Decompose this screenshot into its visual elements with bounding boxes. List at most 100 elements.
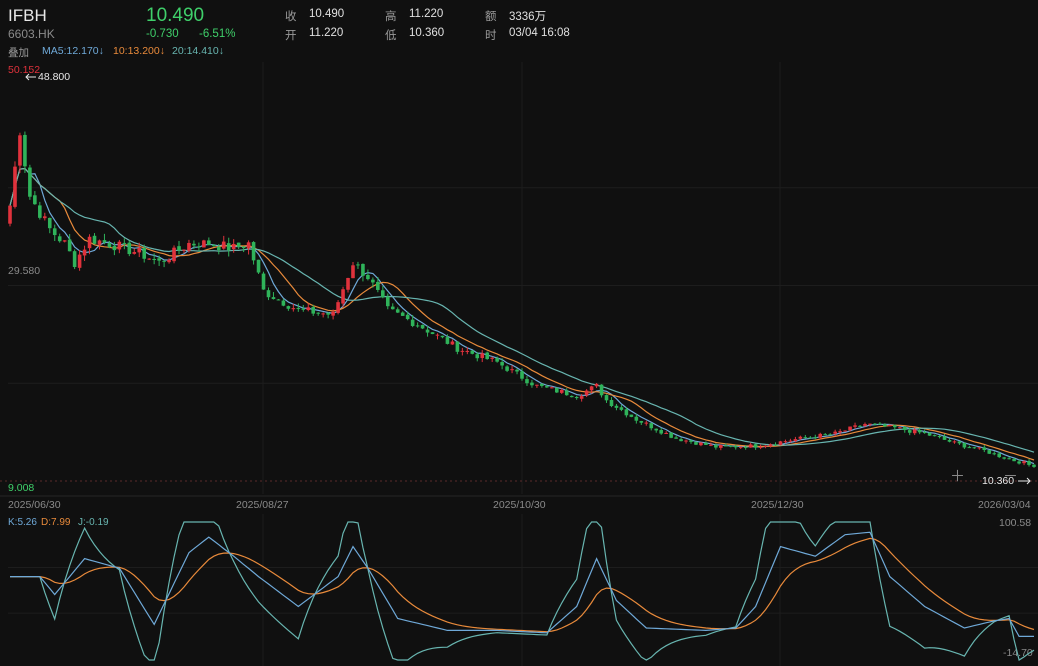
candle-body bbox=[430, 332, 435, 335]
candle-body bbox=[187, 242, 191, 251]
candle-body bbox=[719, 444, 723, 448]
candle-body bbox=[450, 341, 455, 345]
ma10-label[interactable]: 10:13.200↓ bbox=[113, 45, 165, 57]
candle-body bbox=[271, 297, 276, 300]
candle-body bbox=[23, 134, 27, 167]
candle-body bbox=[351, 265, 355, 279]
candle-body bbox=[724, 445, 728, 447]
candle-body bbox=[102, 240, 107, 243]
time-value: 03/04 16:08 bbox=[509, 27, 570, 39]
candle-body bbox=[823, 434, 828, 436]
zoom-out-icon[interactable]: － bbox=[1003, 468, 1019, 485]
candle-body bbox=[356, 264, 360, 266]
candle-body bbox=[589, 386, 594, 391]
candle-body bbox=[515, 369, 519, 372]
ma20-label[interactable]: 20:14.410↓ bbox=[172, 45, 224, 57]
candle-body bbox=[1017, 461, 1021, 464]
candle-body bbox=[420, 324, 425, 329]
candle-body bbox=[251, 242, 256, 261]
kdj-k-label: K:5.26 bbox=[8, 517, 37, 528]
open-label: 开 bbox=[285, 30, 297, 42]
candle-body bbox=[569, 395, 574, 398]
candle-body bbox=[530, 382, 534, 386]
candle-body bbox=[997, 453, 1002, 458]
candle-body bbox=[197, 246, 201, 248]
candle-body bbox=[863, 424, 867, 426]
candle-body bbox=[798, 436, 803, 439]
candle-body bbox=[87, 236, 92, 249]
candle-body bbox=[689, 440, 693, 442]
kdj-indicator-chart[interactable] bbox=[0, 514, 1038, 666]
close-label: 收 bbox=[285, 11, 297, 23]
candle-body bbox=[62, 240, 67, 242]
candle-body bbox=[654, 428, 659, 431]
candle-body bbox=[957, 441, 962, 444]
candle-body bbox=[167, 259, 171, 263]
candlestick-chart[interactable] bbox=[0, 62, 1038, 514]
last-price: 10.490 bbox=[146, 5, 205, 26]
candle-body bbox=[768, 444, 773, 447]
candle-body bbox=[550, 387, 554, 389]
high-value: 11.220 bbox=[409, 8, 444, 20]
candle-body bbox=[897, 427, 902, 429]
candle-body bbox=[212, 244, 216, 247]
candle-body bbox=[97, 240, 102, 245]
candle-body bbox=[709, 444, 713, 446]
candle-body bbox=[112, 245, 117, 251]
candle-body bbox=[808, 437, 813, 439]
candle-body bbox=[858, 425, 862, 427]
candle-body bbox=[743, 446, 748, 448]
candle-body bbox=[594, 383, 599, 387]
candle-body bbox=[564, 390, 569, 396]
candle-body bbox=[728, 445, 733, 447]
candle-body bbox=[873, 423, 877, 425]
candle-body bbox=[888, 424, 892, 427]
candle-body bbox=[520, 371, 524, 379]
candle-body bbox=[788, 440, 793, 442]
candle-body bbox=[525, 379, 529, 384]
candle-body bbox=[107, 242, 112, 248]
low-value: 10.360 bbox=[409, 27, 445, 39]
candle-body bbox=[848, 426, 852, 431]
candle-body bbox=[410, 319, 415, 326]
candle-body bbox=[381, 290, 385, 298]
candle-body bbox=[142, 247, 147, 259]
candle-body bbox=[415, 325, 420, 327]
candle-body bbox=[33, 195, 37, 205]
candle-body bbox=[57, 236, 62, 242]
candle-body bbox=[619, 407, 624, 410]
candle-body bbox=[127, 242, 132, 255]
stock-symbol[interactable]: IFBH bbox=[8, 6, 47, 25]
candle-body bbox=[465, 350, 470, 352]
candle-body bbox=[122, 242, 127, 244]
candle-body bbox=[172, 247, 176, 262]
candle-body bbox=[266, 290, 271, 298]
candle-body bbox=[361, 263, 365, 276]
candle-body bbox=[818, 433, 823, 438]
max-marker-arrow-icon bbox=[25, 73, 36, 81]
candle-body bbox=[216, 246, 221, 251]
min-marker-arrow-icon bbox=[1018, 477, 1031, 485]
kdj-j-line bbox=[10, 521, 1035, 661]
zoom-in-icon[interactable]: ＋ bbox=[950, 468, 966, 485]
candle-body bbox=[838, 431, 842, 433]
candle-body bbox=[236, 242, 241, 247]
overlay-button[interactable]: 叠加 bbox=[8, 47, 29, 59]
kdj-top-value: 100.58 bbox=[999, 517, 1032, 529]
candle-body bbox=[902, 426, 907, 431]
candle-body bbox=[376, 281, 380, 290]
candle-body bbox=[425, 329, 430, 333]
candle-body bbox=[336, 302, 340, 313]
ma5-label[interactable]: MA5:12.170↓ bbox=[42, 45, 104, 57]
candle-body bbox=[371, 279, 375, 283]
candle-body bbox=[475, 354, 480, 359]
candle-body bbox=[828, 434, 832, 436]
date-label-5: 2026/03/04 bbox=[978, 499, 1031, 511]
candle-body bbox=[629, 414, 634, 417]
candle-body bbox=[535, 384, 539, 386]
candle-body bbox=[276, 299, 281, 301]
candle-body bbox=[778, 441, 783, 445]
max-price-marker: 48.800 bbox=[38, 71, 71, 83]
candle-body bbox=[987, 450, 992, 454]
date-label-2: 2025/08/27 bbox=[236, 499, 289, 511]
